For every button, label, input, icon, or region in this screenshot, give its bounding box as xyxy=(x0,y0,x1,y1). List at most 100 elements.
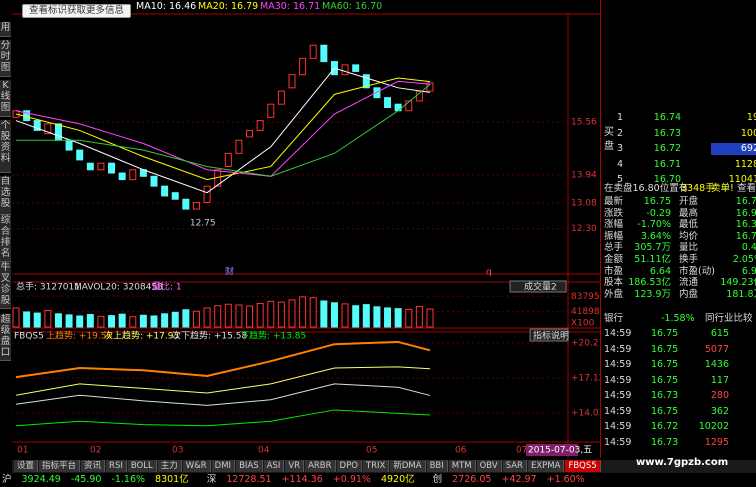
sidebar-tab[interactable]: 个股资料 xyxy=(0,120,11,173)
notice-link[interactable]: 查看详细 xyxy=(737,183,756,194)
status-bar: 沪 3924.49 -45.90 -1.16% 8301亿 深 12728.51 +114.3… xyxy=(0,474,756,487)
sidebar-tab[interactable]: 综合排名 xyxy=(0,215,11,262)
candle xyxy=(352,64,360,72)
sidebar-tab[interactable]: 牛叉诊股 xyxy=(0,262,11,309)
indicator-tab[interactable]: 资讯 xyxy=(81,460,106,472)
indicator-tab[interactable]: W&R xyxy=(182,460,211,472)
hint-tooltip[interactable]: 查看标识获取更多信息 xyxy=(22,4,132,18)
indicator-tab[interactable]: EXPMA xyxy=(527,460,565,472)
candle xyxy=(203,185,211,204)
status-item: -45.90 xyxy=(70,474,102,485)
stat-value: 2.05% xyxy=(732,254,756,265)
candle xyxy=(405,100,413,112)
volume-bar xyxy=(288,299,296,328)
book-level: 2 xyxy=(617,127,624,139)
book-label: 买盘 xyxy=(604,127,614,152)
volume-bar xyxy=(161,313,169,328)
y-tick-label: +20.21 xyxy=(571,338,600,348)
indicator-tab[interactable]: VR xyxy=(285,460,305,472)
indicator-tab[interactable]: DMI xyxy=(211,460,236,472)
indicator-tab[interactable]: 设置 xyxy=(14,460,39,472)
indicator-tab[interactable]: ASI xyxy=(263,460,285,472)
volume-bar xyxy=(12,307,20,328)
legend-label: 下趋势: +13.85 xyxy=(240,330,306,342)
status-item: 12728.51 xyxy=(226,474,272,485)
trend-line xyxy=(15,409,431,427)
indicator-tab[interactable]: FBQS5 xyxy=(565,460,601,472)
volume-bar xyxy=(129,316,137,328)
volume-bar xyxy=(330,302,338,328)
sidebar-tab[interactable]: 自选股 xyxy=(0,176,11,215)
sidebar-tab[interactable]: K线图 xyxy=(0,80,11,117)
ma-line xyxy=(15,77,431,181)
candle xyxy=(224,152,232,167)
indicator-tab[interactable]: DPO xyxy=(336,460,362,472)
book-volume: 1128 xyxy=(734,158,756,170)
indicator-tab[interactable]: 新DMA xyxy=(390,460,426,472)
indicator-tab[interactable]: MTM xyxy=(448,460,476,472)
indicator-tab[interactable]: SAR xyxy=(502,460,527,472)
candle xyxy=(129,169,137,181)
trade-price: 16.73 xyxy=(651,390,679,401)
industry-compare[interactable]: 同行业比较 xyxy=(705,313,753,324)
ma-line xyxy=(15,67,431,194)
candle xyxy=(362,74,370,89)
trade-time: 14:59 xyxy=(604,390,632,401)
book-price: 16.72 xyxy=(653,143,681,154)
indicator-tab[interactable]: BBI xyxy=(426,460,448,472)
stat-value: 16.75 xyxy=(643,196,671,207)
trade-price: 16.75 xyxy=(651,405,679,417)
indicator-tab[interactable]: BIAS xyxy=(236,460,263,472)
help-box xyxy=(529,328,569,342)
x-tick-label: 02 xyxy=(90,446,101,456)
indicator-tab[interactable]: 指标平台 xyxy=(39,460,81,472)
sidebar-tab[interactable]: 分时图 xyxy=(0,40,11,77)
stat-value: -1.70% xyxy=(637,219,671,231)
status-item: 沪 xyxy=(2,474,12,485)
ma-label: MA60: 16.70 xyxy=(322,1,383,12)
ma-line xyxy=(15,80,431,177)
volume-bar xyxy=(373,306,381,328)
status-item: -1.16% xyxy=(111,474,146,485)
trade-time: 14:59 xyxy=(604,421,632,432)
low-annotation: 12.75 xyxy=(190,219,216,229)
volume-bar xyxy=(246,305,254,328)
indicator-tab[interactable]: RSI xyxy=(106,460,127,472)
indicator-tab[interactable]: 主力 xyxy=(157,460,182,472)
candle xyxy=(320,44,328,63)
candle xyxy=(12,110,20,118)
indicator-tab[interactable]: BOLL xyxy=(127,460,157,472)
indicator-tab[interactable]: OBV xyxy=(476,460,502,472)
sidebar-tab[interactable]: 超级盘口 xyxy=(0,314,11,361)
candle xyxy=(384,97,392,108)
book-price: 16.70 xyxy=(653,174,681,185)
volume-bar xyxy=(277,301,285,328)
candle xyxy=(192,202,200,210)
book-level: 4 xyxy=(617,158,624,170)
volume-bar xyxy=(362,304,370,328)
status-item: +0.91% xyxy=(332,474,371,485)
stat-label: 最高 xyxy=(679,207,699,219)
stat-value: 123.9万 xyxy=(634,288,671,300)
trend-line xyxy=(15,383,431,406)
status-item: +114.36 xyxy=(281,474,323,485)
trade-time: 14:59 xyxy=(604,328,632,339)
volume-bar xyxy=(394,308,402,328)
stat-value: 16.98 xyxy=(735,207,756,219)
volume-bar xyxy=(171,311,179,328)
candle xyxy=(65,139,73,151)
candle xyxy=(235,139,243,154)
candle xyxy=(171,192,179,200)
sidebar-tab[interactable]: 用 xyxy=(0,22,11,37)
legend-label: 上趋势: +19.56 xyxy=(46,330,112,342)
indicator-tab[interactable]: ARBR xyxy=(305,460,336,472)
status-item: +42.97 xyxy=(501,474,537,485)
trade-time: 14:59 xyxy=(604,359,632,370)
stat-value: 0.49 xyxy=(741,242,756,254)
candle xyxy=(182,198,190,210)
indicator-tab[interactable]: TRIX xyxy=(362,460,390,472)
stat-label: 开盘 xyxy=(679,196,699,207)
legend-label: 次下趋势: +15.58 xyxy=(172,330,247,342)
chart: 12.30 13.08 13.94 15.56 12.75 财 q 总手: 3127011MA… xyxy=(12,13,600,458)
